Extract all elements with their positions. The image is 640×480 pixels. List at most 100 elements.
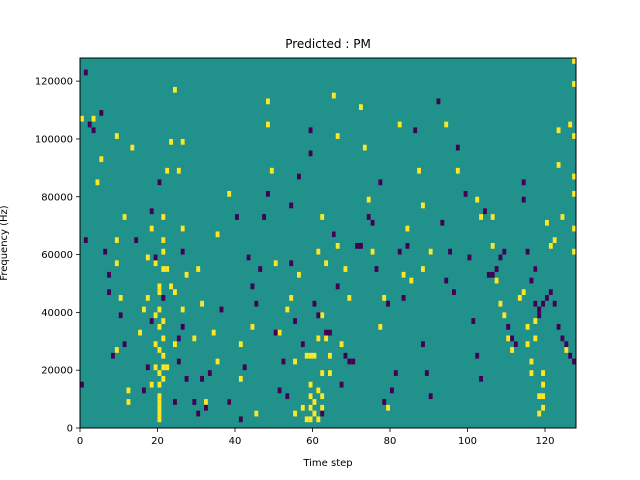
heatmap-cell-low xyxy=(273,329,278,336)
heatmap-cell-low xyxy=(103,248,108,255)
heatmap-cell-high xyxy=(320,312,325,319)
heatmap-cell-low xyxy=(390,387,394,394)
heatmap-cell-low xyxy=(537,306,542,313)
heatmap-cell-low xyxy=(289,260,294,267)
heatmap-cell-high xyxy=(494,277,499,284)
heatmap-cell-low xyxy=(308,127,313,134)
heatmap-cell-low xyxy=(145,364,150,371)
heatmap-cell-low xyxy=(479,375,484,382)
heatmap-cell-low xyxy=(184,375,189,382)
heatmap-cell-low xyxy=(444,277,449,284)
heatmap-cell-high xyxy=(80,115,84,122)
y-tick-label: 100000 xyxy=(35,134,73,145)
heatmap-cell-high xyxy=(316,248,321,255)
x-axis-label: Time step xyxy=(302,458,352,469)
heatmap-cell-high xyxy=(564,347,569,353)
heatmap-cell-low xyxy=(266,190,270,197)
heatmap-cell-high xyxy=(157,410,162,417)
heatmap-cell-low xyxy=(475,352,480,359)
heatmap-cell-low xyxy=(281,358,286,365)
heatmap-cell-low xyxy=(452,289,456,296)
heatmap-cell-high xyxy=(169,138,174,145)
heatmap-cell-low xyxy=(118,312,123,319)
heatmap-cell-high xyxy=(173,341,177,348)
heatmap-cell-high xyxy=(180,225,185,232)
heatmap-cell-high xyxy=(211,329,216,336)
heatmap-cell-high xyxy=(517,295,522,301)
heatmap-cell-high xyxy=(328,352,332,359)
heatmap-cell-low xyxy=(401,295,406,301)
heatmap-cell-high xyxy=(157,370,162,376)
heatmap-cell-high xyxy=(161,352,166,359)
heatmap-cell-low xyxy=(254,300,259,307)
heatmap-cell-high xyxy=(533,335,538,342)
heatmap-cell-low xyxy=(300,341,305,348)
heatmap-cell-low xyxy=(111,352,115,359)
heatmap-cell-low xyxy=(436,98,441,105)
heatmap-cell-low xyxy=(467,254,472,261)
heatmap-cell-high xyxy=(366,196,371,203)
heatmap-cell-high xyxy=(537,393,542,400)
heatmap-cell-high xyxy=(157,381,162,388)
heatmap-cell-high xyxy=(401,271,406,278)
heatmap-cell-low xyxy=(533,266,538,272)
heatmap-cell-high xyxy=(161,266,166,272)
heatmap-cell-high xyxy=(533,318,538,324)
heatmap-cell-low xyxy=(448,248,453,255)
heatmap-cell-high xyxy=(215,231,220,238)
heatmap-cell-high xyxy=(556,162,561,168)
heatmap-cell-low xyxy=(378,179,383,186)
heatmap-cell-high xyxy=(138,329,143,336)
heatmap-cell-low xyxy=(176,335,181,342)
heatmap-cell-high xyxy=(180,138,185,145)
heatmap-cell-high xyxy=(312,399,317,405)
heatmap-cell-low xyxy=(312,300,317,307)
heatmap-cell-low xyxy=(250,283,255,290)
heatmap-cell-high xyxy=(169,283,174,290)
heatmap-cell-low xyxy=(521,196,526,203)
heatmap-cell-high xyxy=(502,312,507,319)
heatmap-cell-high xyxy=(114,133,119,139)
heatmap-cell-high xyxy=(161,375,166,382)
heatmap-cell-high xyxy=(541,381,546,388)
heatmap-cell-high xyxy=(370,248,375,255)
heatmap-cell-high xyxy=(328,370,332,376)
heatmap-cell-high xyxy=(316,387,321,394)
heatmap-cell-high xyxy=(552,237,557,243)
heatmap-cell-low xyxy=(320,410,325,417)
heatmap-cell-low xyxy=(258,266,263,272)
heatmap-cell-low xyxy=(521,179,526,186)
heatmap-cell-high xyxy=(250,323,255,330)
heatmap-cell-high xyxy=(153,341,158,348)
heatmap-cell-low xyxy=(545,295,549,301)
heatmap-cell-low xyxy=(204,404,208,411)
heatmap-cell-high xyxy=(386,404,391,411)
heatmap-cell-low xyxy=(173,399,177,405)
heatmap-cell-high xyxy=(180,306,185,313)
heatmap-cell-high xyxy=(254,410,259,417)
heatmap-cell-low xyxy=(134,237,139,243)
heatmap-cell-high xyxy=(525,323,530,330)
y-axis-label: Frequency (Hz) xyxy=(0,205,10,281)
y-tick-label: 0 xyxy=(67,424,73,435)
heatmap-cell-high xyxy=(397,121,402,128)
heatmap-cell-high xyxy=(114,347,119,353)
heatmap-cell-high xyxy=(320,393,325,400)
heatmap-cell-high xyxy=(572,173,577,180)
heatmap-cell-high xyxy=(161,214,166,220)
heatmap-cell-low xyxy=(374,266,379,272)
heatmap-cell-low xyxy=(180,323,185,330)
heatmap-cell-high xyxy=(153,364,158,371)
heatmap-cell-low xyxy=(83,69,88,76)
heatmap-cell-low xyxy=(541,300,546,307)
heatmap-cell-high xyxy=(320,214,325,220)
heatmap-cell-high xyxy=(316,416,321,423)
x-tick-label: 80 xyxy=(384,436,397,447)
heatmap-cell-low xyxy=(506,323,511,330)
heatmap-cell-low xyxy=(370,219,375,226)
heatmap-cell-high xyxy=(238,341,243,348)
heatmap-cell-high xyxy=(529,370,534,376)
heatmap-cell-high xyxy=(192,335,197,342)
plot-frame xyxy=(79,57,577,429)
chart-title: Predicted : PM xyxy=(285,37,371,51)
